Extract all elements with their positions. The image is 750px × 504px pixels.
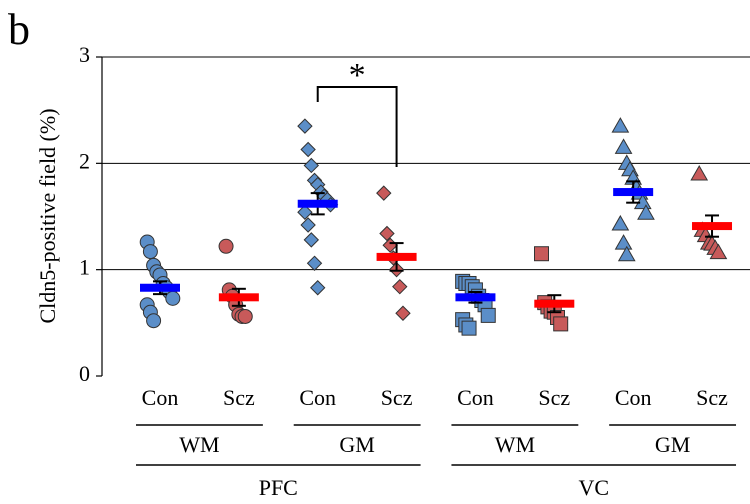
group-label: Scz — [538, 385, 570, 410]
data-point — [303, 157, 320, 174]
data-point — [614, 138, 633, 154]
data-point — [310, 280, 326, 296]
data-point — [614, 234, 633, 250]
significance-bracket — [316, 86, 398, 167]
data-point — [306, 255, 323, 271]
data-point — [392, 278, 408, 295]
data-point — [611, 117, 630, 133]
data-point — [218, 238, 234, 254]
mean-bar — [140, 283, 180, 292]
data-point — [395, 305, 411, 321]
group-label: Scz — [696, 385, 728, 410]
data-point — [142, 244, 158, 260]
data-point — [461, 320, 477, 336]
data-point — [376, 185, 392, 201]
data-point — [534, 246, 549, 262]
matter-label: WM — [179, 432, 219, 457]
mean-bar — [455, 293, 496, 302]
mean-bar — [218, 293, 259, 302]
region-label: VC — [578, 475, 609, 500]
matter-label: GM — [655, 432, 690, 457]
data-point — [303, 232, 320, 248]
data-point — [690, 164, 709, 181]
data-point — [480, 307, 496, 323]
matter-label: WM — [495, 432, 535, 457]
data-point — [617, 245, 636, 262]
mean-bar — [692, 222, 733, 231]
group-label: Scz — [381, 385, 413, 410]
region-label: PFC — [259, 475, 298, 500]
data-point — [611, 214, 630, 231]
data-point — [637, 204, 655, 220]
mean-bar — [376, 252, 417, 261]
data-point — [382, 237, 398, 253]
y-tick-label: 1 — [79, 255, 90, 280]
data-point — [297, 118, 313, 134]
mean-bar — [534, 299, 575, 308]
y-axis-label: Cldn5-positive field (%) — [35, 108, 60, 323]
group-label: Scz — [223, 385, 255, 410]
y-tick-label: 2 — [79, 148, 90, 173]
mean-bar — [613, 188, 654, 197]
group-label: Con — [457, 385, 494, 410]
data-point — [379, 225, 395, 242]
data-point — [300, 141, 316, 158]
mean-bar — [297, 199, 338, 208]
data-point — [237, 308, 253, 324]
data-point — [146, 313, 162, 329]
panel-label: b — [8, 5, 30, 54]
group-label: Con — [299, 385, 336, 410]
y-tick-label: 3 — [79, 42, 90, 67]
y-tick-label: 0 — [79, 361, 90, 386]
group-label: Con — [615, 385, 652, 410]
data-point — [297, 204, 313, 220]
data-point — [553, 316, 569, 332]
significance-label: * — [349, 57, 366, 94]
data-point — [300, 217, 316, 233]
matter-label: GM — [339, 432, 374, 457]
data-point — [165, 290, 181, 306]
group-label: Con — [142, 385, 179, 410]
data-point — [709, 243, 728, 260]
